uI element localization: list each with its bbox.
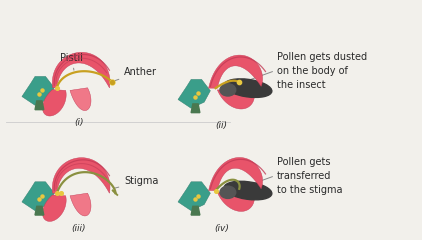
Text: (iv): (iv) [214,224,229,233]
Text: Stigma: Stigma [115,176,159,188]
Text: Pollen gets
transferred
to the stigma: Pollen gets transferred to the stigma [277,157,342,195]
Polygon shape [178,182,210,211]
Polygon shape [52,158,110,193]
Text: (ii): (ii) [216,121,228,130]
Polygon shape [178,79,210,108]
Text: (iii): (iii) [71,224,86,233]
Text: (i): (i) [74,118,84,127]
Polygon shape [70,88,91,111]
Ellipse shape [220,84,236,96]
Ellipse shape [224,79,272,97]
Polygon shape [35,101,44,110]
Polygon shape [208,55,262,88]
Polygon shape [22,182,54,211]
Polygon shape [70,193,91,216]
Text: Anther: Anther [115,67,157,81]
Polygon shape [35,206,44,215]
Polygon shape [208,157,262,191]
Text: Pistil: Pistil [60,53,83,70]
Ellipse shape [220,186,236,198]
Polygon shape [43,90,66,116]
Polygon shape [191,104,200,113]
Ellipse shape [224,181,272,200]
Polygon shape [52,52,110,88]
Polygon shape [22,76,54,105]
Polygon shape [191,206,200,215]
Polygon shape [43,195,66,222]
Text: Pollen gets dusted
on the body of
the insect: Pollen gets dusted on the body of the in… [277,52,367,90]
Polygon shape [217,90,254,109]
Polygon shape [217,192,254,211]
